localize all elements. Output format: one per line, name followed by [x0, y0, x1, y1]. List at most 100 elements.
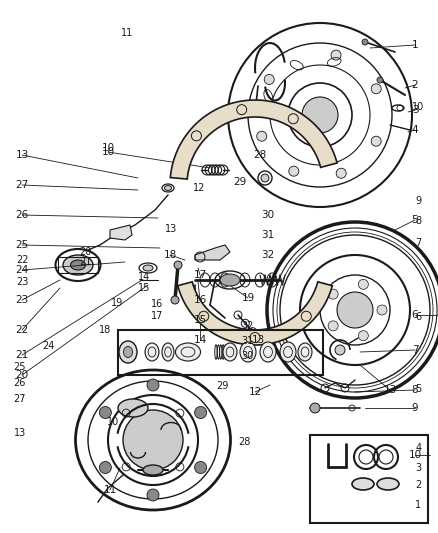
Ellipse shape — [143, 465, 163, 475]
Circle shape — [99, 407, 111, 418]
Polygon shape — [110, 225, 132, 240]
Text: 10: 10 — [102, 147, 115, 157]
Text: 25: 25 — [14, 362, 26, 372]
Text: 24: 24 — [15, 265, 28, 275]
Text: 31: 31 — [261, 230, 275, 240]
Text: 30: 30 — [241, 351, 254, 361]
Circle shape — [174, 261, 182, 269]
Text: 4: 4 — [415, 443, 421, 453]
Text: 13: 13 — [14, 428, 26, 438]
Text: 12: 12 — [193, 183, 205, 192]
Ellipse shape — [162, 343, 174, 361]
Text: 8: 8 — [412, 385, 418, 395]
Text: 6: 6 — [412, 310, 418, 320]
Text: 11: 11 — [121, 28, 133, 38]
Circle shape — [358, 279, 368, 289]
Ellipse shape — [119, 341, 137, 363]
Text: 31: 31 — [241, 336, 254, 346]
Text: 24: 24 — [42, 342, 54, 351]
Circle shape — [377, 77, 383, 83]
Text: 7: 7 — [412, 345, 418, 355]
Circle shape — [328, 321, 338, 331]
Text: 22: 22 — [17, 255, 29, 265]
Bar — [118, 330, 323, 375]
Text: 6: 6 — [415, 312, 421, 322]
Circle shape — [261, 174, 269, 182]
Ellipse shape — [240, 342, 256, 362]
Text: 29: 29 — [233, 177, 247, 187]
Text: 21: 21 — [79, 257, 92, 267]
Text: 10: 10 — [102, 143, 115, 153]
Text: 1: 1 — [415, 500, 421, 510]
Text: 15: 15 — [138, 283, 151, 293]
Text: 20: 20 — [79, 247, 92, 256]
Text: 32: 32 — [241, 321, 254, 331]
Ellipse shape — [63, 255, 93, 275]
Text: 26: 26 — [15, 210, 28, 220]
Text: 15: 15 — [193, 315, 207, 325]
Circle shape — [264, 75, 274, 84]
Text: 2: 2 — [412, 80, 418, 90]
Text: 23: 23 — [17, 278, 29, 287]
Ellipse shape — [223, 343, 237, 361]
Text: 16: 16 — [193, 295, 207, 305]
Ellipse shape — [143, 265, 153, 271]
Circle shape — [331, 50, 341, 60]
Circle shape — [194, 407, 207, 418]
Circle shape — [257, 131, 267, 141]
Text: 27: 27 — [14, 394, 26, 403]
Circle shape — [371, 136, 381, 146]
Text: 18: 18 — [99, 326, 111, 335]
Text: 30: 30 — [261, 210, 275, 220]
Circle shape — [371, 84, 381, 94]
Ellipse shape — [280, 342, 296, 362]
Text: 13: 13 — [383, 385, 397, 395]
Text: 5: 5 — [412, 215, 418, 225]
Text: 5: 5 — [415, 384, 421, 394]
Text: 11: 11 — [103, 485, 117, 495]
Ellipse shape — [145, 343, 159, 361]
Text: 26: 26 — [14, 378, 26, 387]
Text: 27: 27 — [15, 180, 28, 190]
Ellipse shape — [352, 478, 374, 490]
Ellipse shape — [298, 343, 312, 361]
Text: 18: 18 — [163, 250, 177, 260]
Polygon shape — [170, 100, 337, 179]
Text: 1: 1 — [412, 40, 418, 50]
Polygon shape — [195, 245, 230, 260]
Text: 17: 17 — [151, 311, 163, 320]
Text: 19: 19 — [111, 298, 124, 308]
Ellipse shape — [260, 342, 276, 362]
Text: 7: 7 — [415, 238, 421, 247]
Text: 32: 32 — [261, 250, 275, 260]
Circle shape — [289, 166, 299, 176]
Circle shape — [302, 97, 338, 133]
Text: 21: 21 — [15, 350, 28, 360]
Text: 13: 13 — [165, 224, 177, 234]
Ellipse shape — [176, 343, 201, 361]
Circle shape — [147, 489, 159, 501]
Ellipse shape — [377, 478, 399, 490]
Circle shape — [194, 462, 207, 473]
Text: 19: 19 — [241, 293, 254, 303]
Text: 20: 20 — [15, 370, 28, 380]
Text: 29: 29 — [216, 382, 229, 391]
Text: 2: 2 — [415, 480, 421, 490]
Text: 25: 25 — [15, 240, 28, 250]
Circle shape — [337, 292, 373, 328]
Text: 12: 12 — [248, 387, 261, 397]
Text: 23: 23 — [15, 295, 28, 305]
Circle shape — [147, 379, 159, 391]
Text: 10: 10 — [409, 450, 421, 460]
Circle shape — [362, 39, 368, 45]
Circle shape — [358, 330, 368, 341]
Text: 28: 28 — [238, 438, 251, 447]
Text: 13: 13 — [251, 335, 265, 345]
Text: 22: 22 — [15, 325, 28, 335]
Text: 17: 17 — [193, 270, 207, 280]
Text: 9: 9 — [415, 197, 421, 206]
Ellipse shape — [71, 260, 85, 270]
Text: 4: 4 — [412, 125, 418, 135]
Circle shape — [123, 410, 183, 470]
Ellipse shape — [118, 399, 148, 417]
